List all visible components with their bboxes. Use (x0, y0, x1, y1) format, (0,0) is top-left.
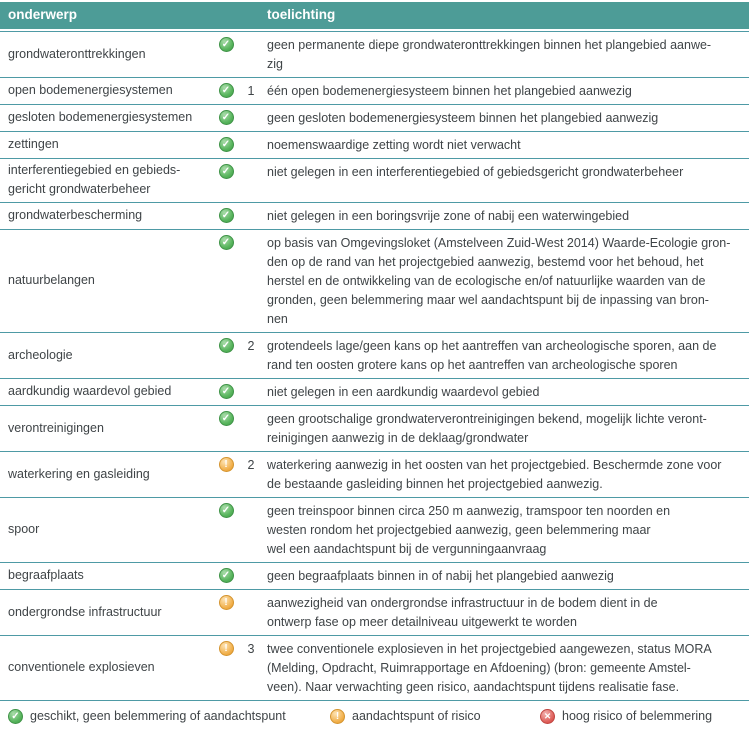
row-number (240, 500, 262, 559)
row-label: gesloten bodemenergiesystemen (8, 110, 193, 124)
row-explanation: waterkering aanwezig in het oosten van h… (267, 458, 722, 491)
table-row: grondwaterbescherming niet gelegen in ee… (0, 202, 749, 229)
row-explanation: twee conventionele explosieven in het pr… (267, 642, 712, 694)
row-explanation: op basis van Omgevingsloket (Amstelveen … (267, 236, 731, 326)
table-row: conventionele explosieven 3 twee convent… (0, 635, 749, 700)
row-number (240, 134, 262, 155)
table-header: onderwerp toelichting (0, 2, 749, 29)
row-label: natuurbelangen (8, 273, 95, 287)
row-explanation: geen treinspoor binnen circa 250 m aanwe… (267, 504, 671, 556)
cross-icon (540, 709, 555, 724)
column-header-onderwerp: onderwerp (8, 7, 78, 22)
table-row: ondergrondse infrastructuur aanwezigheid… (0, 589, 749, 635)
check-icon (218, 208, 234, 223)
check-icon (8, 709, 23, 724)
row-label: aardkundig waardevol gebied (8, 384, 172, 398)
table-row: interferentiegebied en gebieds- gericht … (0, 158, 749, 202)
check-icon (218, 411, 234, 426)
row-label: zettingen (8, 137, 59, 151)
legend-item-attention: aandachtspunt of risico (330, 708, 481, 725)
legend-item-high-risk: hoog risico of belemmering (540, 708, 712, 725)
check-icon (218, 110, 234, 125)
row-number (240, 592, 262, 632)
row-label: open bodemenergiesystemen (8, 83, 173, 97)
row-label: conventionele explosieven (8, 660, 155, 674)
row-number: 3 (247, 642, 255, 656)
row-explanation: niet gelegen in een boringsvrije zone of… (267, 209, 630, 223)
row-label: archeologie (8, 347, 73, 362)
row-label: ondergrondse infrastructuur (8, 604, 162, 619)
legend: geschikt, geen belemmering of aandachtsp… (0, 700, 749, 735)
row-number: 2 (247, 339, 255, 353)
check-icon (218, 568, 234, 583)
row-explanation: noemenswaardige zetting wordt niet verwa… (267, 138, 521, 152)
row-label: grondwaterbescherming (8, 208, 143, 222)
row-number (240, 161, 262, 199)
check-icon (218, 164, 234, 179)
table-body: grondwateronttrekkingen geen permanente … (0, 31, 749, 700)
table-row: begraafplaats geen begraafplaats binnen … (0, 562, 749, 589)
row-label: grondwateronttrekkingen (8, 46, 146, 61)
table-row: verontreinigingen geen grootschalige gro… (0, 405, 749, 451)
table-row: waterkering en gasleiding 2 waterkering … (0, 451, 749, 497)
row-number: 2 (247, 458, 255, 472)
table-row: open bodemenergiesystemen 1 één open bod… (0, 77, 749, 104)
check-icon (218, 37, 234, 52)
row-number (240, 107, 262, 128)
row-number (240, 232, 262, 329)
row-explanation: geen permanente diepe grondwateronttrekk… (267, 38, 712, 71)
row-explanation: niet gelegen in een aardkundig waardevol… (267, 385, 540, 399)
row-number (240, 408, 262, 448)
row-number (240, 381, 262, 402)
exclamation-icon (218, 457, 234, 472)
row-explanation: één open bodemenergiesysteem binnen het … (267, 84, 632, 98)
table-row: spoor geen treinspoor binnen circa 250 m… (0, 497, 749, 562)
table-row: natuurbelangen op basis van Omgevingslok… (0, 229, 749, 332)
check-icon (218, 137, 234, 152)
row-label: begraafplaats (8, 568, 84, 582)
check-icon (218, 384, 234, 399)
legend-label: aandachtspunt of risico (352, 709, 481, 723)
row-label: interferentiegebied en gebieds- gericht … (8, 163, 181, 196)
row-explanation: geen begraafplaats binnen in of nabij he… (267, 569, 614, 583)
check-icon (218, 235, 234, 250)
table-row: archeologie 2 grotendeels lage/geen kans… (0, 332, 749, 378)
row-explanation: geen gesloten bodemenergiesysteem binnen… (267, 111, 659, 125)
check-icon (218, 503, 234, 518)
exclamation-icon (218, 595, 234, 610)
table-row: gesloten bodemenergiesystemen geen geslo… (0, 104, 749, 131)
row-label: verontreinigingen (8, 420, 104, 435)
row-number (240, 205, 262, 226)
row-number (240, 34, 262, 74)
row-explanation: aanwezigheid van ondergrondse infrastruc… (267, 596, 658, 629)
table-row: zettingen noemenswaardige zetting wordt … (0, 131, 749, 158)
legend-label: geschikt, geen belemmering of aandachtsp… (30, 709, 286, 723)
row-label: waterkering en gasleiding (8, 466, 150, 481)
check-icon (218, 338, 234, 353)
row-explanation: niet gelegen in een interferentiegebied … (267, 165, 684, 179)
check-icon (218, 83, 234, 98)
table-row: grondwateronttrekkingen geen permanente … (0, 31, 749, 77)
legend-item-suitable: geschikt, geen belemmering of aandachtsp… (8, 708, 286, 725)
row-number: 1 (247, 84, 255, 98)
table-row: aardkundig waardevol gebied niet gelegen… (0, 378, 749, 405)
legend-label: hoog risico of belemmering (562, 709, 713, 723)
exclamation-icon (330, 709, 345, 724)
exclamation-icon (218, 641, 234, 656)
row-explanation: grotendeels lage/geen kans op het aantre… (267, 339, 717, 372)
row-label: spoor (8, 522, 40, 536)
column-header-toelichting: toelichting (267, 7, 336, 22)
row-explanation: geen grootschalige grondwaterverontreini… (267, 412, 707, 445)
row-number (240, 565, 262, 586)
